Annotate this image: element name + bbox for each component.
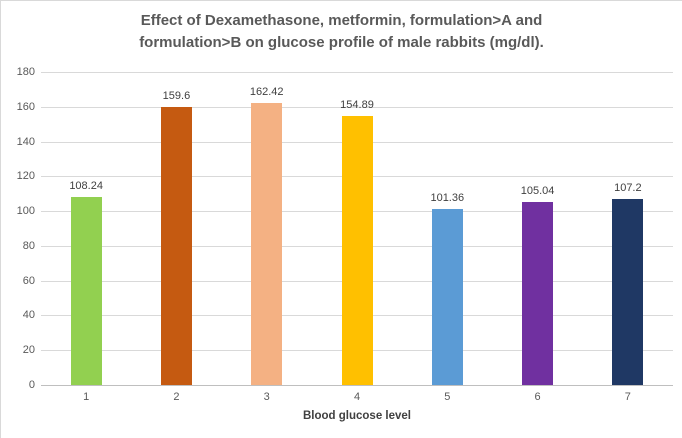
chart-title: Effect of Dexamethasone, metformin, form…: [1, 10, 682, 54]
x-axis-title: Blood glucose level: [303, 410, 411, 422]
bar-series-2: [160, 107, 192, 385]
y-axis-tick-label: 60: [22, 274, 35, 287]
gridline: [41, 72, 673, 73]
bar-series-7: [612, 198, 644, 385]
plot-area: 108.24 159.6 162.42 154.89 101.36 105.04 107.2: [41, 72, 673, 386]
bar-value-label: 154.89: [340, 98, 374, 111]
gridline: [41, 106, 673, 108]
bar-value-label: 105.04: [520, 185, 555, 198]
x-axis-category-label: 1: [83, 391, 90, 403]
bar-value-label: 108.24: [69, 179, 103, 192]
x-axis-category-label: 7: [624, 391, 631, 403]
x-axis-category-label: 5: [444, 391, 451, 403]
bar-series-6: [522, 202, 554, 385]
y-axis-tick-label: 120: [16, 170, 35, 183]
y-axis-tick-label: 180: [16, 66, 35, 78]
y-axis-tick-label: 160: [16, 100, 35, 113]
y-axis-tick-label: 140: [16, 135, 35, 148]
x-axis-category-label: 3: [263, 391, 270, 403]
chart-title-line-1: Effect of Dexamethasone, metformin, form…: [140, 12, 543, 29]
bar-series-3: [251, 102, 283, 385]
bar-series-4: [341, 115, 373, 385]
x-axis-line: [41, 385, 673, 386]
y-axis-tick-label: 100: [16, 205, 35, 218]
x-axis-category-label: 6: [534, 391, 541, 403]
bar-series-1: [70, 196, 102, 385]
y-axis-tick-label: 20: [22, 344, 35, 357]
y-axis-tick-label: 0: [28, 379, 35, 391]
bar-value-label: 162.42: [249, 85, 284, 98]
y-axis-tick-label: 40: [22, 309, 35, 322]
bar-value-label: 159.6: [162, 90, 191, 103]
x-axis-category-label: 2: [173, 391, 180, 403]
bar-value-label: 107.2: [614, 181, 642, 194]
bar-series-5: [431, 208, 463, 385]
y-axis: 0 20 40 60 80 100 120 140 160 180: [1, 66, 35, 391]
bar-value-label: 101.36: [430, 191, 465, 204]
y-axis-tick-label: 80: [22, 239, 35, 252]
chart-title-line-2: formulation>B on glucose profile of male…: [139, 34, 544, 51]
x-axis-category-label: 4: [353, 391, 361, 403]
